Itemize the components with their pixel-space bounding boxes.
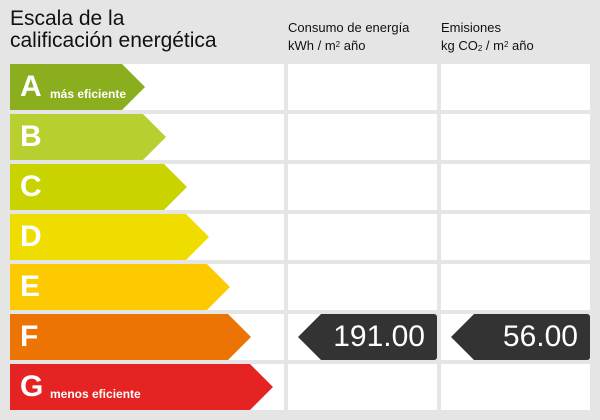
rating-letter: A (20, 70, 42, 103)
emissions-cell (441, 264, 590, 310)
title-line-1: Escala de la (10, 7, 125, 30)
energy-cell (288, 364, 437, 410)
energy-cell (288, 264, 437, 310)
rating-sublabel: menos eficiente (50, 387, 141, 401)
value-text: 191.00 (333, 320, 425, 353)
energy-header-label: Consumo de energía (288, 20, 410, 35)
energy-cell (288, 214, 437, 260)
rating-arrow-d: D (10, 214, 209, 260)
energy-header-unit: kWh / m2 año (288, 37, 409, 55)
unit-text: kWh / m (288, 38, 336, 53)
unit-text: / m (482, 38, 504, 53)
rating-letter: C (20, 170, 42, 203)
emissions-cell (441, 114, 590, 160)
unit-sub: 2 (477, 44, 483, 53)
energy-cell (288, 114, 437, 160)
energy-value-badge: 191.00 (298, 314, 437, 360)
rating-letter: E (20, 270, 41, 303)
unit-text: kg CO (441, 38, 478, 53)
emissions-cell (441, 64, 590, 110)
emissions-header-unit: kg CO2 / m2 año (441, 37, 534, 55)
rating-letter: F (20, 320, 39, 353)
rating-letter: D (20, 220, 42, 253)
energy-cell (288, 164, 437, 210)
rating-sublabel: más eficiente (50, 87, 127, 101)
rating-arrow-e: E (10, 264, 230, 310)
rating-arrow-f: F (10, 314, 251, 360)
rating-arrow-c: C (10, 164, 187, 210)
page-title: Escala de la calificación energética (10, 8, 217, 52)
rating-letter: G (20, 370, 44, 403)
rating-letter: B (20, 120, 42, 153)
energy-cell (288, 64, 437, 110)
unit-text: año (508, 38, 534, 53)
emissions-cell (441, 164, 590, 210)
emissions-value-badge: 56.00 (451, 314, 590, 360)
emissions-header-label: Emisiones (441, 20, 501, 35)
unit-sup: 2 (503, 40, 509, 49)
value-text: 56.00 (502, 320, 578, 353)
emissions-cell (441, 364, 590, 410)
unit-text: año (340, 38, 366, 53)
title-line-2: calificación energética (10, 29, 217, 52)
rating-arrow-b: B (10, 114, 166, 160)
energy-column-header: Consumo de energía kWh / m2 año (288, 19, 409, 55)
emissions-column-header: Emisiones kg CO2 / m2 año (441, 19, 534, 55)
emissions-cell (441, 214, 590, 260)
unit-sup: 2 (335, 40, 341, 49)
